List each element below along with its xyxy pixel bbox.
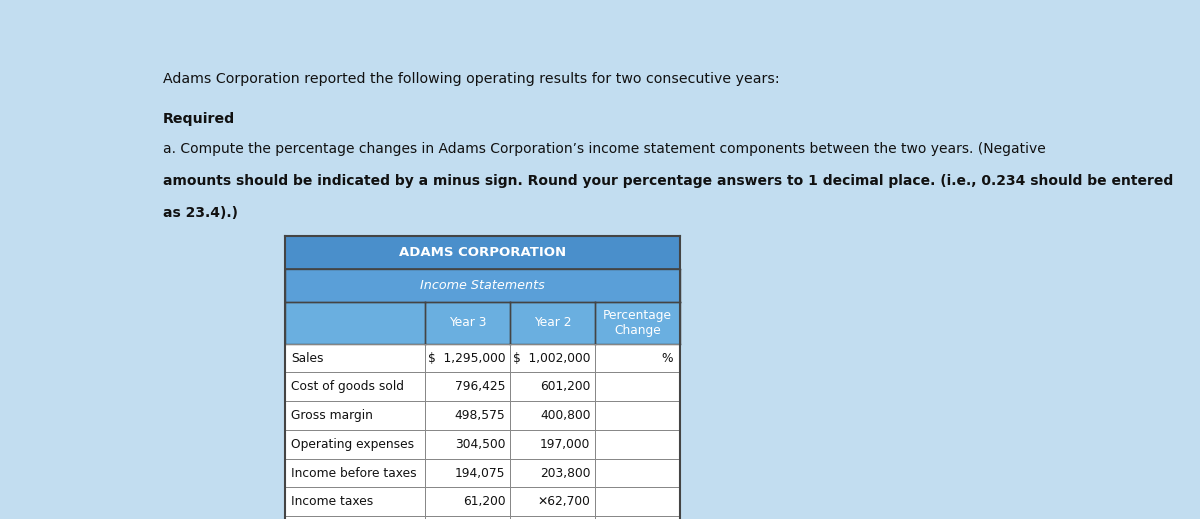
Bar [510,430,595,459]
Bar [595,487,680,516]
Text: Adams Corporation reported the following operating results for two consecutive y: Adams Corporation reported the following… [163,72,780,86]
Text: 61,200: 61,200 [463,495,505,509]
Bar [595,302,680,344]
Text: Year 2: Year 2 [534,316,571,329]
Text: $  1,002,000: $ 1,002,000 [512,351,590,364]
Bar [284,401,425,430]
Text: Gross margin: Gross margin [292,409,373,422]
Bar [425,430,510,459]
Text: ADAMS CORPORATION: ADAMS CORPORATION [398,246,566,259]
Bar [284,487,425,516]
Text: 601,200: 601,200 [540,380,590,393]
Bar [284,236,680,269]
Text: Income Statements: Income Statements [420,279,545,292]
Text: Required: Required [163,112,235,126]
Text: %: % [661,351,673,364]
Bar [425,344,510,373]
Text: Operating expenses: Operating expenses [292,438,414,451]
Bar [284,430,425,459]
Text: as 23.4).): as 23.4).) [163,206,238,220]
Bar [510,373,595,401]
Bar [595,373,680,401]
Text: 796,425: 796,425 [455,380,505,393]
Text: Sales: Sales [292,351,324,364]
Text: amounts should be indicated by a minus sign. Round your percentage answers to 1 : amounts should be indicated by a minus s… [163,174,1174,188]
Bar [284,344,425,373]
Text: Income before taxes: Income before taxes [292,467,416,480]
Text: Income taxes: Income taxes [292,495,373,509]
Text: 304,500: 304,500 [455,438,505,451]
Text: Cost of goods sold: Cost of goods sold [292,380,404,393]
Bar [510,401,595,430]
Text: $  1,295,000: $ 1,295,000 [428,351,505,364]
Bar [595,516,680,519]
Bar [510,302,595,344]
Bar [284,269,680,302]
Bar [425,302,510,344]
Bar [425,401,510,430]
Bar [510,516,595,519]
Bar [595,344,680,373]
Text: Percentage
Change: Percentage Change [604,309,672,337]
Bar [284,516,425,519]
Text: Year 3: Year 3 [449,316,486,329]
Bar [425,373,510,401]
Text: 400,800: 400,800 [540,409,590,422]
Bar [425,459,510,487]
Bar [425,516,510,519]
Text: 498,575: 498,575 [455,409,505,422]
Bar [510,487,595,516]
Bar [425,487,510,516]
Bar [510,459,595,487]
Text: 194,075: 194,075 [455,467,505,480]
Bar [595,459,680,487]
Bar [284,373,425,401]
Text: 197,000: 197,000 [540,438,590,451]
Text: 203,800: 203,800 [540,467,590,480]
Bar [284,459,425,487]
Bar [595,401,680,430]
Text: ✕62,700: ✕62,700 [538,495,590,509]
Bar [510,344,595,373]
Bar [595,430,680,459]
Text: a. Compute the percentage changes in Adams Corporation’s income statement compon: a. Compute the percentage changes in Ada… [163,142,1045,156]
